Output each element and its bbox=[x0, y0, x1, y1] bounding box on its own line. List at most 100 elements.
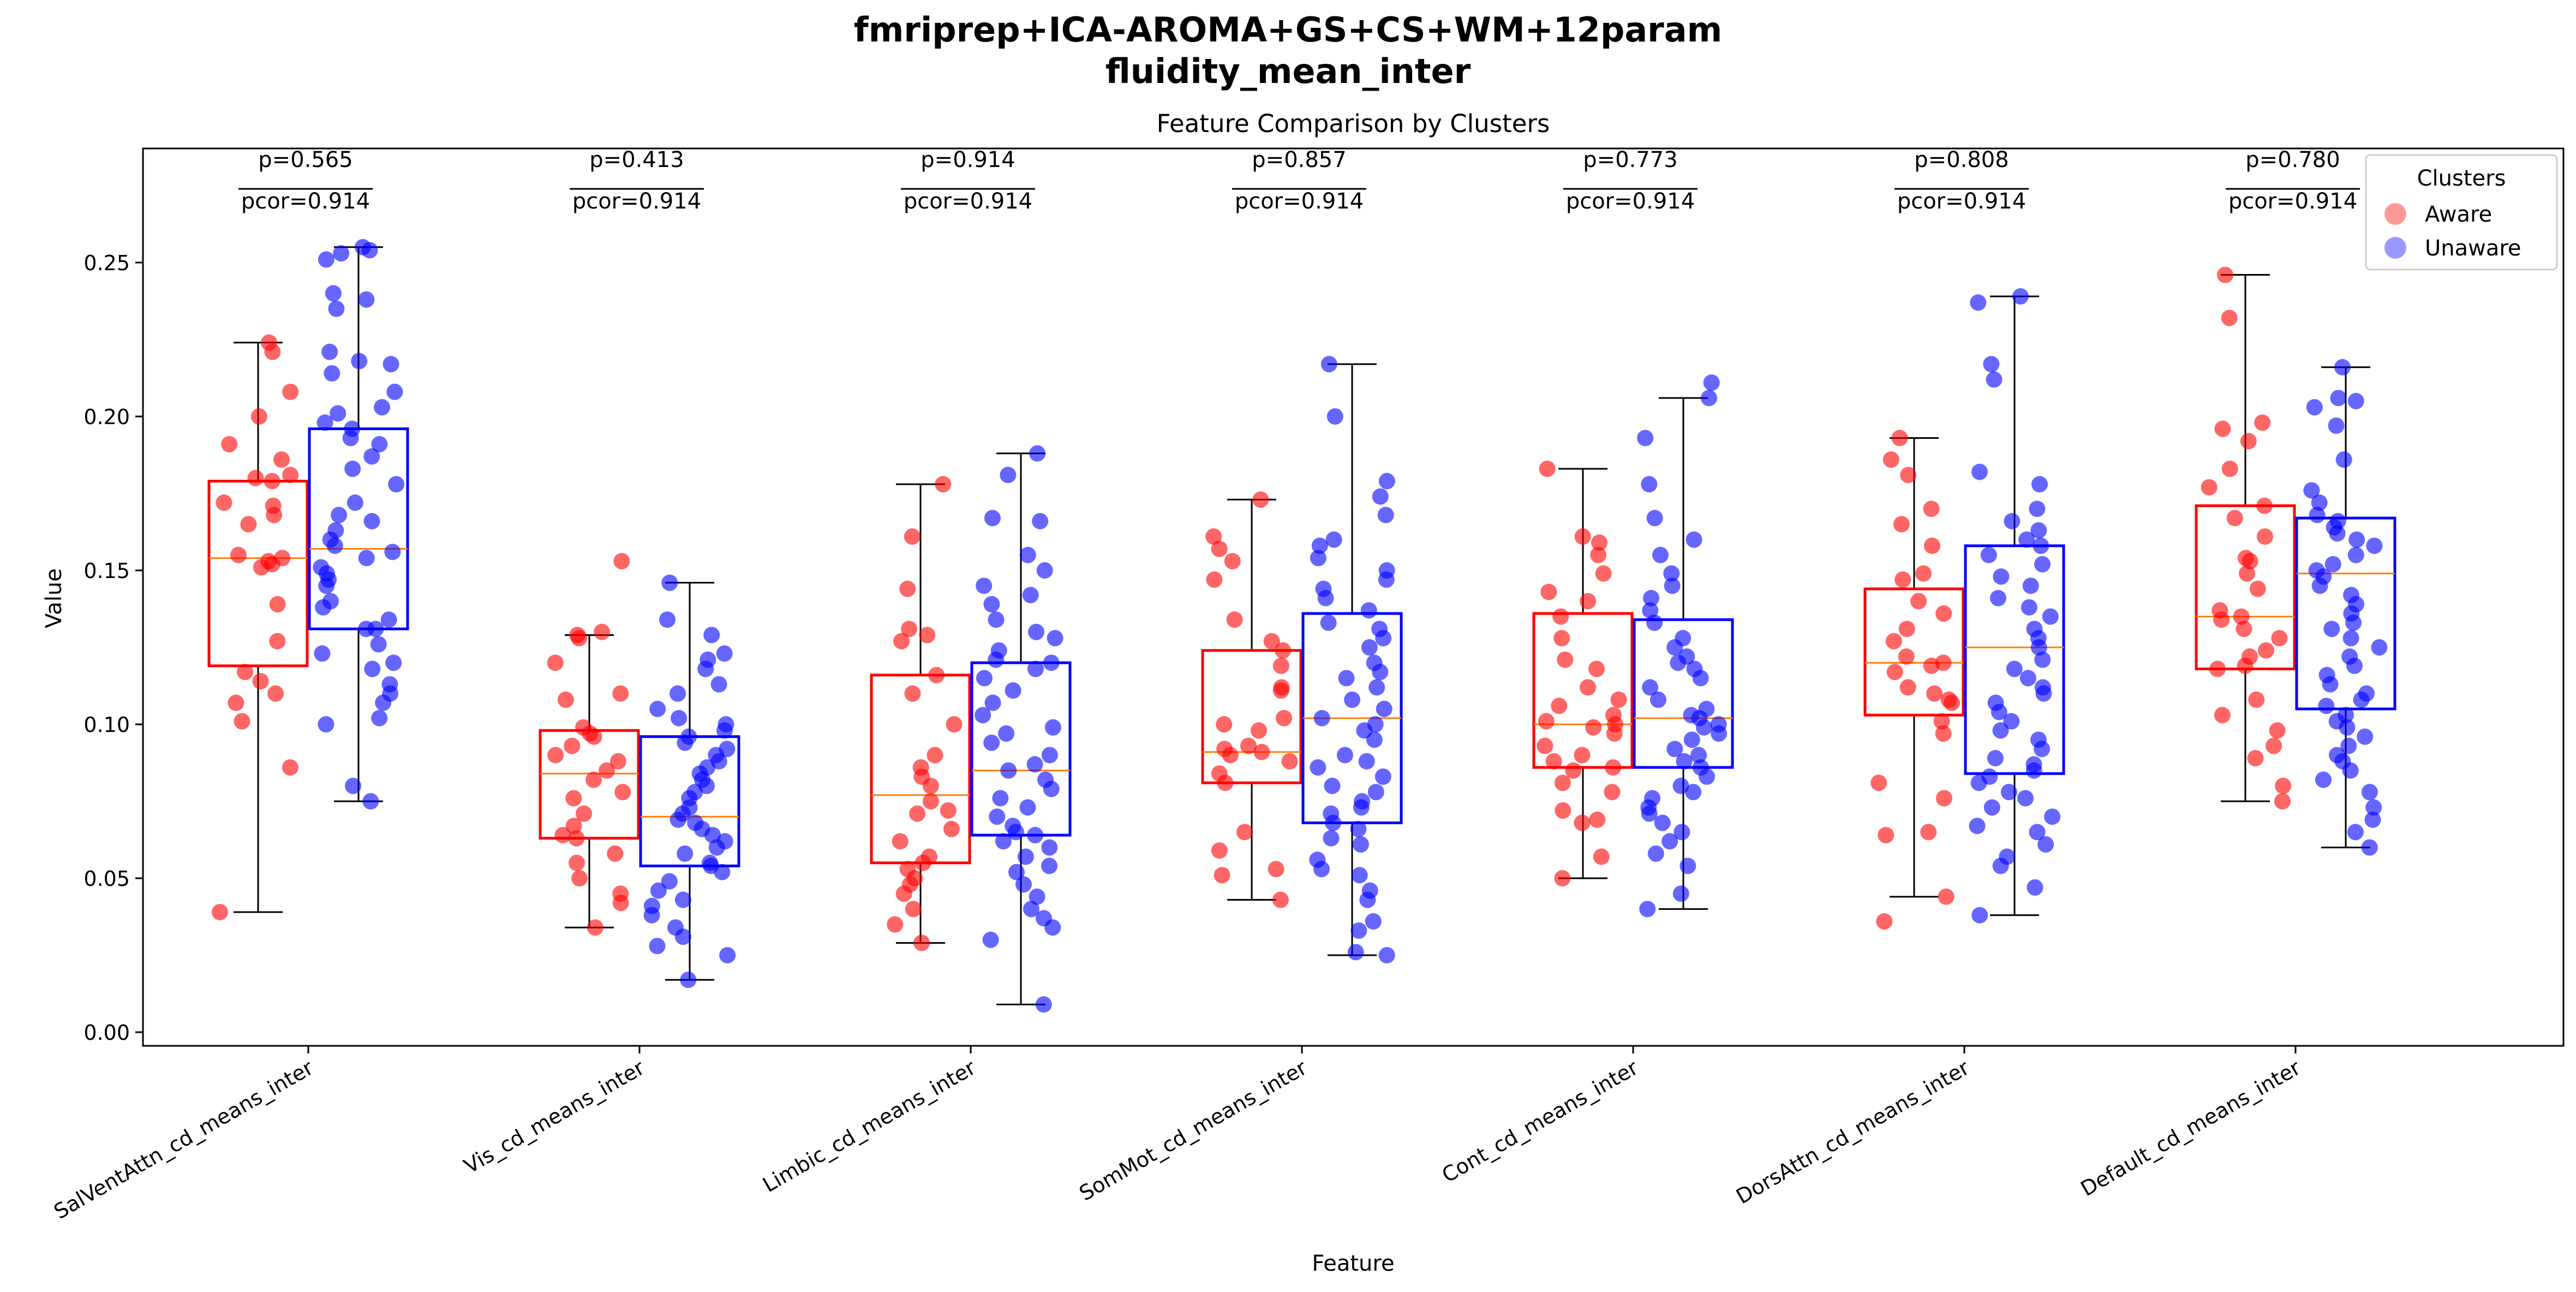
data-point-unaware bbox=[1692, 759, 1709, 776]
data-point-unaware bbox=[719, 947, 736, 963]
data-point-aware bbox=[1898, 648, 1915, 665]
data-point-aware bbox=[1240, 737, 1257, 754]
data-point-aware bbox=[594, 623, 610, 640]
box-aware bbox=[1532, 612, 1634, 769]
data-point-unaware bbox=[1026, 756, 1043, 773]
data-point-aware bbox=[267, 685, 284, 702]
data-point-unaware bbox=[2335, 451, 2352, 468]
pcor-value-label: pcor=0.914 bbox=[1897, 189, 2026, 214]
data-point-unaware bbox=[2343, 587, 2359, 604]
data-point-aware bbox=[565, 790, 582, 807]
data-point-aware bbox=[607, 845, 624, 862]
data-point-aware bbox=[1899, 679, 1916, 696]
data-point-aware bbox=[935, 476, 952, 493]
data-point-aware bbox=[2275, 777, 2292, 794]
data-point-aware bbox=[234, 713, 250, 730]
data-point-unaware bbox=[363, 513, 380, 529]
data-point-unaware bbox=[1029, 888, 1045, 905]
y-tick-label: 0.20 bbox=[83, 405, 130, 429]
data-point-aware bbox=[547, 654, 564, 671]
data-point-unaware bbox=[1980, 546, 1997, 563]
data-point-unaware bbox=[2330, 390, 2347, 407]
data-point-aware bbox=[1585, 719, 1602, 736]
data-point-unaware bbox=[1323, 830, 1340, 847]
data-point-unaware bbox=[380, 611, 397, 628]
data-point-unaware bbox=[680, 972, 697, 989]
data-point-unaware bbox=[1992, 722, 2009, 739]
data-point-unaware bbox=[1673, 824, 1690, 841]
data-point-aware bbox=[1554, 870, 1571, 886]
data-point-unaware bbox=[318, 251, 334, 268]
data-point-aware bbox=[273, 451, 290, 468]
data-point-unaware bbox=[1017, 848, 1034, 865]
data-point-unaware bbox=[650, 882, 667, 899]
data-point-unaware bbox=[661, 574, 678, 591]
data-point-aware bbox=[1580, 593, 1596, 610]
data-point-unaware bbox=[1987, 694, 2004, 711]
data-point-unaware bbox=[1041, 858, 1058, 874]
data-point-unaware bbox=[1041, 839, 1058, 856]
data-point-aware bbox=[2212, 602, 2228, 619]
y-tick-label: 0.10 bbox=[83, 713, 130, 737]
data-point-unaware bbox=[643, 897, 660, 914]
data-point-aware bbox=[569, 627, 586, 644]
data-point-unaware bbox=[2004, 513, 2021, 529]
data-point-unaware bbox=[2042, 608, 2059, 625]
data-point-aware bbox=[252, 673, 269, 689]
data-point-unaware bbox=[1352, 836, 1369, 853]
data-point-aware bbox=[212, 904, 228, 920]
data-point-unaware bbox=[1641, 476, 1658, 493]
data-point-aware bbox=[1552, 608, 1569, 625]
data-point-unaware bbox=[677, 845, 694, 862]
data-point-unaware bbox=[2358, 685, 2375, 702]
data-point-aware bbox=[1920, 824, 1937, 841]
data-point-unaware bbox=[1683, 707, 1700, 724]
data-point-aware bbox=[1205, 528, 1222, 545]
data-point-unaware bbox=[1350, 922, 1367, 939]
data-point-unaware bbox=[982, 931, 999, 948]
data-point-unaware bbox=[1376, 700, 1392, 717]
data-point-aware bbox=[904, 528, 921, 545]
data-point-aware bbox=[1604, 784, 1621, 801]
data-point-unaware bbox=[1310, 550, 1326, 567]
data-point-aware bbox=[2269, 722, 2286, 739]
data-point-aware bbox=[905, 901, 922, 918]
data-point-unaware bbox=[1027, 660, 1044, 677]
data-point-aware bbox=[2201, 479, 2218, 496]
data-point-unaware bbox=[990, 642, 1007, 659]
data-point-aware bbox=[1252, 491, 1269, 508]
data-point-aware bbox=[943, 820, 960, 837]
data-point-aware bbox=[2266, 737, 2282, 754]
data-point-aware bbox=[1923, 501, 1940, 517]
data-point-unaware bbox=[1015, 876, 1032, 893]
data-point-aware bbox=[1591, 534, 1607, 551]
data-point-aware bbox=[585, 771, 602, 788]
data-point-unaware bbox=[1309, 852, 1326, 868]
data-point-unaware bbox=[2026, 621, 2043, 638]
data-point-aware bbox=[2239, 565, 2255, 582]
data-point-aware bbox=[575, 719, 591, 736]
data-point-unaware bbox=[2329, 513, 2346, 529]
data-point-unaware bbox=[992, 790, 1009, 807]
data-point-aware bbox=[609, 753, 626, 770]
data-point-aware bbox=[1590, 546, 1607, 563]
data-point-unaware bbox=[1035, 996, 1052, 1013]
data-point-aware bbox=[1224, 553, 1241, 570]
data-point-unaware bbox=[659, 611, 676, 628]
data-point-unaware bbox=[671, 710, 688, 727]
data-point-aware bbox=[247, 469, 264, 486]
data-point-aware bbox=[1574, 528, 1591, 545]
data-point-unaware bbox=[388, 476, 405, 493]
data-point-unaware bbox=[1047, 630, 1063, 647]
data-point-unaware bbox=[2342, 630, 2359, 647]
data-point-aware bbox=[1891, 430, 1908, 446]
data-point-unaware bbox=[2347, 392, 2364, 409]
data-point-aware bbox=[2226, 510, 2243, 527]
data-point-aware bbox=[1540, 584, 1557, 600]
data-point-aware bbox=[1894, 571, 1911, 588]
data-point-unaware bbox=[385, 654, 402, 671]
data-point-aware bbox=[1539, 460, 1556, 477]
data-point-aware bbox=[2254, 414, 2271, 431]
data-point-aware bbox=[261, 334, 278, 351]
data-point-unaware bbox=[1676, 753, 1693, 770]
